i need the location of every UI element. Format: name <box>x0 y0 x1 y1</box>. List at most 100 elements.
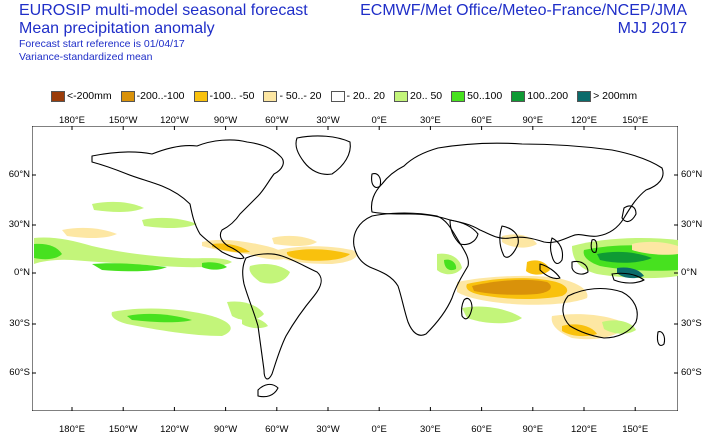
lon-label-top: 150°W <box>108 115 138 126</box>
legend-swatch <box>193 90 208 102</box>
anomaly-pacific-itcz-wet <box>34 237 232 268</box>
lon-label-top: 30°E <box>420 115 441 126</box>
anomaly-west-africa-dry <box>272 235 317 246</box>
anomaly-npac-dry <box>62 227 117 238</box>
coast-sumatra <box>539 263 561 280</box>
lon-label-bottom: 90°W <box>213 424 238 435</box>
world-map <box>31 125 679 412</box>
lon-label-top: 150°E <box>622 115 649 126</box>
anomaly-wpac-wet-core <box>597 251 652 263</box>
lon-label-bottom: 150°W <box>108 424 138 435</box>
anomaly-australia-dry-core <box>562 324 597 337</box>
legend-item: 100..200 <box>511 90 568 102</box>
lon-label-top: 180°E <box>59 115 85 126</box>
coast-british-isles <box>371 173 382 189</box>
legend-item: -200..-100 <box>120 90 185 102</box>
lon-label-bottom: 60°E <box>471 424 492 435</box>
lon-label-top: 90°E <box>522 115 544 126</box>
title-line-1: EUROSIP multi-model seasonal forecast <box>19 2 308 19</box>
legend-label: -100.. -50 <box>209 90 255 102</box>
legend-item: - 50..- 20 <box>263 90 322 102</box>
lon-label-bottom: 0°E <box>371 424 387 435</box>
centres-title: ECMWF/Met Office/Meteo-France/NCEP/JMA <box>360 2 687 19</box>
legend-swatch <box>394 90 409 102</box>
coast-new-guinea <box>611 272 645 284</box>
coast-madagascar <box>461 297 473 320</box>
legend-label: -200..-100 <box>136 90 185 102</box>
lon-label-top: 120°E <box>571 115 597 126</box>
legend-label: <-200mm <box>67 90 112 102</box>
legend-label: - 50..- 20 <box>279 90 322 102</box>
anomaly-npac-wet <box>142 217 197 228</box>
header-right: ECMWF/Met Office/Meteo-France/NCEP/JMA M… <box>360 2 687 38</box>
legend-label: - 20.. 20 <box>346 90 386 102</box>
coast-australia <box>562 287 638 339</box>
anomaly-spcz-wet-core <box>127 313 192 323</box>
forecast-reference: Forecast start reference is 01/04/17 <box>19 38 185 50</box>
lon-label-bottom: 30°W <box>316 424 340 435</box>
map-svg <box>31 125 679 412</box>
coast-eurasia <box>370 142 664 244</box>
lon-label-bottom: 90°E <box>522 424 544 435</box>
lat-label-left: 60°S <box>9 367 30 378</box>
title-line-2: Mean precipitation anomaly <box>19 20 215 37</box>
coast-antarctic-peninsula <box>257 383 279 398</box>
precipitation-legend: <-200mm -200..-100 -100.. -50 - 50..- 20 - 2… <box>51 89 646 103</box>
anomaly-wpac-wet-core2 <box>617 267 644 279</box>
anomaly-indian-ocean-dry-core <box>472 279 551 295</box>
legend-label: 50..100 <box>467 90 503 102</box>
lon-label-bottom: 150°E <box>622 424 649 435</box>
header-left: EUROSIP multi-model seasonal forecast Me… <box>19 2 308 64</box>
legend-item: 50..100 <box>451 90 502 102</box>
coast-greenland <box>295 135 351 175</box>
legend-label: 100..200 <box>527 90 569 102</box>
coast-japan <box>621 205 637 223</box>
lat-label-right: 0°N <box>681 267 697 278</box>
lon-label-bottom: 180°E <box>59 424 85 435</box>
variance-note: Variance-standardized mean <box>19 51 153 63</box>
coast-north-america <box>91 139 284 260</box>
coast-borneo <box>571 260 589 275</box>
anomaly-pacific-itcz-core <box>34 243 62 260</box>
coast-arabia <box>449 219 479 246</box>
legend-label: > 200mm <box>593 90 638 102</box>
lon-label-top: 60°W <box>265 115 289 126</box>
anomaly-satl-wet <box>242 317 268 329</box>
legend-swatch <box>263 90 278 102</box>
anomaly-pacific-itcz-core2 <box>92 263 167 272</box>
legend-swatch <box>120 90 135 102</box>
anomaly-sw-pacific-dry <box>632 241 678 255</box>
legend-item: -100.. -50 <box>193 90 255 102</box>
anomaly-indian-ocean-dry-north <box>526 260 550 275</box>
legend-swatch <box>577 90 592 102</box>
legend-swatch <box>451 90 466 102</box>
lon-label-bottom: 30°E <box>420 424 441 435</box>
lat-label-right: 60°S <box>681 367 702 378</box>
lat-label-left: 30°N <box>8 219 30 230</box>
legend-label: 20.. 50 <box>410 90 443 102</box>
lat-label-right: 30°N <box>681 219 703 230</box>
anomaly-amazon-wet <box>249 264 290 284</box>
anomaly-pacific-itcz-core3 <box>202 262 227 270</box>
frame-ticks <box>32 126 678 411</box>
lon-label-top: 0°E <box>371 115 387 126</box>
lat-label-left: 30°S <box>9 318 30 329</box>
lon-label-top: 90°W <box>213 115 238 126</box>
coastlines <box>91 135 666 398</box>
anomaly-npac-wet2 <box>92 201 144 212</box>
legend-swatch <box>330 90 345 102</box>
coast-south-america <box>242 253 322 380</box>
anomaly-sio-wet <box>462 306 522 324</box>
lat-label-right: 60°N <box>681 169 703 180</box>
legend-swatch <box>51 90 65 102</box>
lon-label-bottom: 120°E <box>571 424 597 435</box>
coast-new-zealand <box>656 331 666 347</box>
lat-label-left: 0°N <box>14 267 30 278</box>
legend-item: - 20.. 20 <box>330 90 386 102</box>
season-title: MJJ 2017 <box>617 20 687 37</box>
anomaly-atlantic-dry-core <box>286 249 350 261</box>
legend-item: > 200mm <box>577 90 637 102</box>
anomaly-southern-ocean-wet <box>602 320 636 334</box>
lat-label-right: 30°S <box>681 318 702 329</box>
lon-label-top: 60°E <box>471 115 492 126</box>
